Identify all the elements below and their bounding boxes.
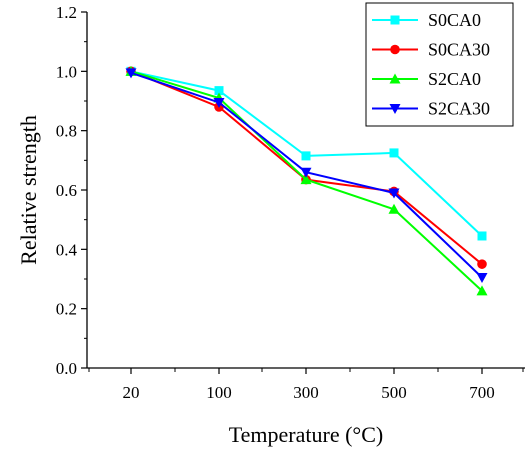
x-tick-label: 500 [381, 383, 407, 402]
y-tick-label: 1.2 [56, 3, 77, 22]
y-axis-title: Relative strength [16, 115, 41, 265]
legend-item: S2CA30 [372, 99, 490, 119]
legend-item: S0CA30 [372, 40, 490, 60]
x-tick-label: 300 [293, 383, 319, 402]
legend: S0CA0 S0CA30 S2CA0 S2CA30 [365, 2, 514, 127]
data-point [213, 97, 225, 108]
data-point [300, 174, 312, 185]
y-tick-label: 0.6 [56, 181, 77, 200]
data-point [389, 148, 399, 158]
data-point [476, 273, 488, 284]
legend-label: S2CA30 [428, 99, 490, 119]
legend-marker [389, 73, 401, 84]
legend-marker [389, 104, 401, 114]
x-tick-label: 20 [123, 383, 140, 402]
legend-label: S2CA0 [428, 69, 481, 89]
data-point [214, 86, 224, 96]
series-s2ca30 [125, 68, 488, 284]
y-axis-ticks: 0.0 0.2 0.4 0.6 0.8 1.0 1.2 [56, 3, 87, 378]
legend-label: S0CA0 [428, 10, 481, 30]
y-tick-label: 0.0 [56, 359, 77, 378]
y-tick-label: 1.0 [56, 62, 77, 81]
data-point [476, 285, 488, 296]
y-tick-label: 0.8 [56, 122, 77, 141]
legend-label: S0CA30 [428, 40, 490, 60]
y-tick-label: 0.2 [56, 300, 77, 319]
data-point [300, 167, 312, 178]
data-point [301, 151, 311, 161]
x-axis-ticks: 20 100 300 500 700 [88, 368, 524, 402]
legend-item: S2CA0 [372, 69, 481, 89]
legend-marker [390, 44, 400, 55]
legend-item: S0CA0 [372, 10, 481, 30]
x-tick-label: 100 [206, 383, 232, 402]
x-tick-label: 700 [469, 383, 495, 402]
data-point [125, 68, 137, 79]
x-axis-title: Temperature (°C) [229, 422, 383, 447]
data-point [388, 203, 400, 214]
data-point [477, 231, 487, 241]
series-group [125, 65, 488, 296]
data-point [388, 188, 400, 199]
data-point [477, 259, 487, 269]
y-tick-label: 0.4 [56, 240, 78, 259]
legend-marker [390, 15, 400, 25]
